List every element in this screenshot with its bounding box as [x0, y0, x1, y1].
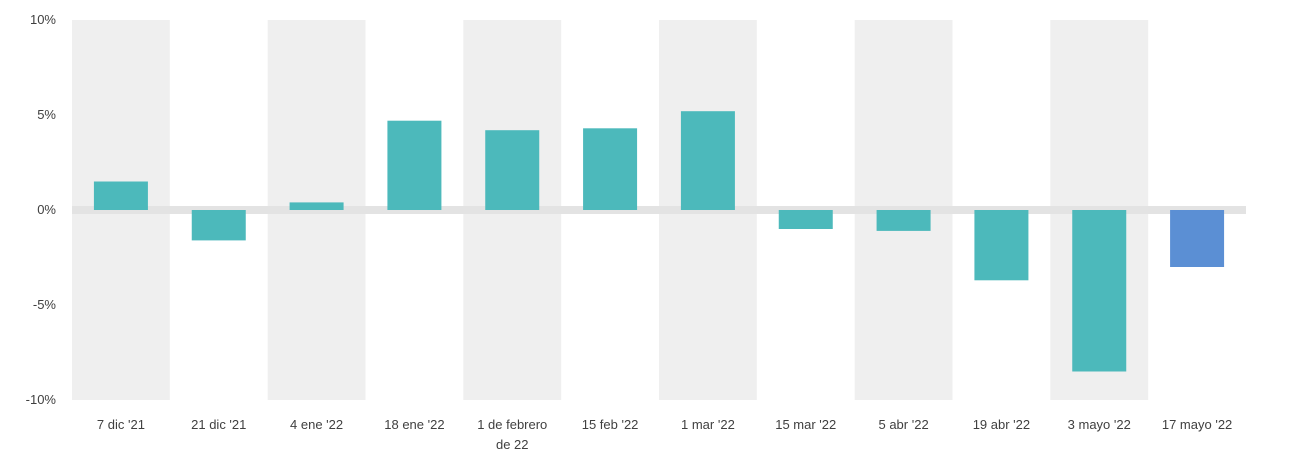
x-tick-label: 1 de febrero de 22 [477, 417, 547, 452]
bar [974, 210, 1029, 281]
x-tick-label: 7 dic '21 [97, 417, 145, 432]
x-tick-label: 1 mar '22 [681, 417, 735, 432]
y-tick-label: 0% [37, 202, 56, 217]
y-tick-label: 5% [37, 107, 56, 122]
bar [778, 210, 833, 229]
y-tick-label: -5% [33, 297, 57, 312]
x-tick-label: 5 abr '22 [878, 417, 928, 432]
x-tick-label: 15 mar '22 [775, 417, 836, 432]
x-axis: 7 dic '21 21 dic '21 4 ene '22 18 ene '22 1 … [97, 417, 1232, 452]
x-tick-label: 15 feb '22 [582, 417, 639, 432]
bar [1170, 210, 1225, 267]
bar [93, 181, 148, 210]
bar [387, 120, 442, 210]
x-tick-label: 17 mayo '22 [1162, 417, 1232, 432]
x-tick-label: 19 abr '22 [973, 417, 1030, 432]
bar [876, 210, 931, 231]
bar [680, 111, 735, 210]
y-tick-label: -10% [26, 392, 57, 407]
bar [583, 128, 638, 210]
y-tick-label: 10% [30, 12, 56, 27]
x-tick-label: 4 ene '22 [290, 417, 343, 432]
bar [1072, 210, 1127, 372]
bar [191, 210, 246, 241]
y-axis: 10% 5% 0% -5% -10% [26, 12, 57, 407]
x-tick-label: 18 ene '22 [384, 417, 444, 432]
bars [93, 111, 1225, 372]
x-tick-label: 3 mayo '22 [1068, 417, 1131, 432]
bar [289, 202, 344, 210]
x-tick-label: 21 dic '21 [191, 417, 246, 432]
bar [485, 130, 540, 210]
